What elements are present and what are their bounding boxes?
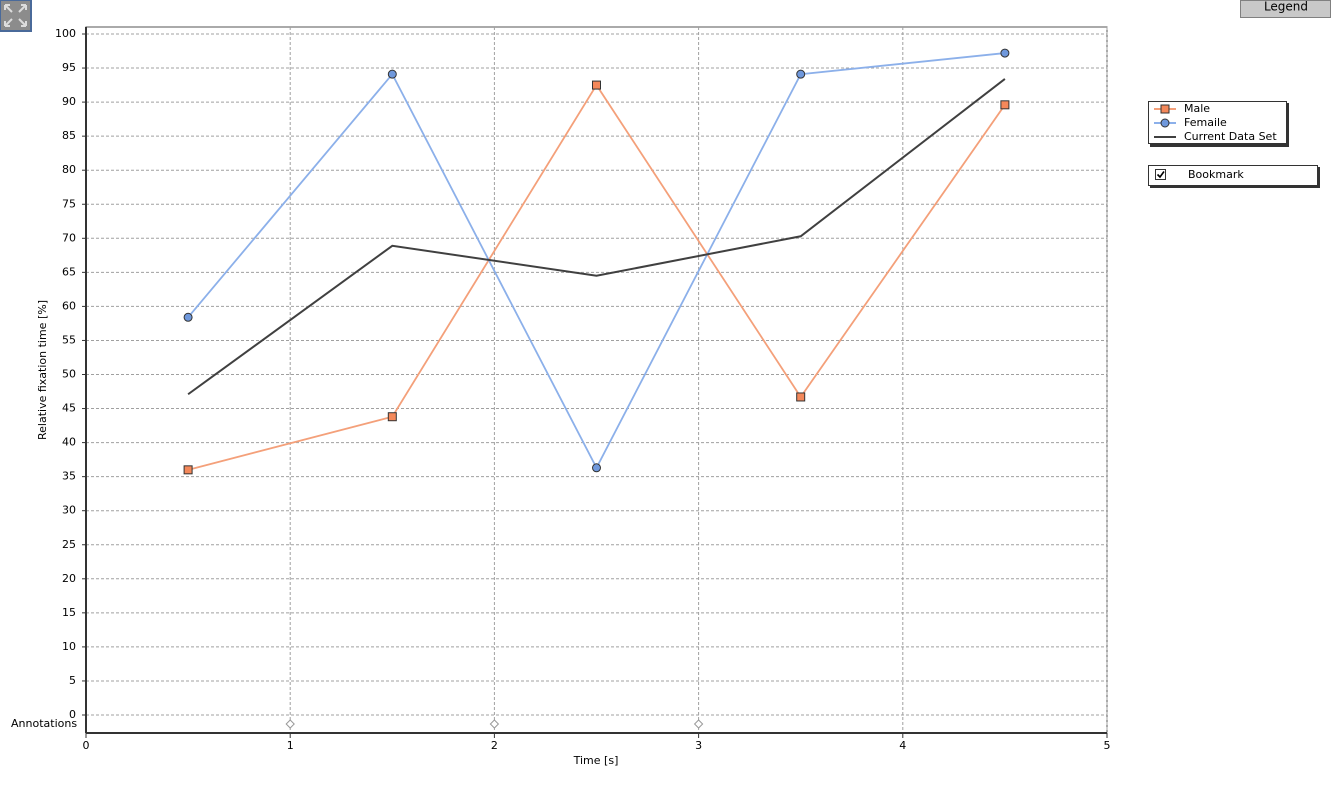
y-tick-label: 35 bbox=[62, 470, 76, 483]
plot-frame bbox=[85, 26, 1108, 734]
legend-label: Male bbox=[1184, 102, 1210, 115]
y-tick-label: 70 bbox=[62, 231, 76, 244]
fullscreen-icon bbox=[4, 4, 27, 27]
marker bbox=[387, 412, 397, 422]
fullscreen-icon-bg bbox=[0, 0, 32, 32]
plot bbox=[85, 27, 1108, 733]
x-tick-label: 5 bbox=[1104, 739, 1111, 752]
x-tick-label: 1 bbox=[287, 739, 294, 752]
marker bbox=[796, 392, 806, 402]
y-tick-label: 60 bbox=[62, 299, 76, 312]
bookmark-box[interactable]: Bookmark bbox=[1148, 165, 1321, 189]
y-tick-label: 65 bbox=[62, 265, 76, 278]
x-tick-label: 4 bbox=[899, 739, 906, 752]
legend-label: Femaile bbox=[1184, 116, 1227, 129]
legend-button-label: Legend bbox=[1264, 0, 1308, 14]
fullscreen-button[interactable] bbox=[0, 0, 32, 32]
marker bbox=[1000, 48, 1010, 58]
y-tick-label: 40 bbox=[62, 436, 76, 449]
bookmark-bg bbox=[1148, 165, 1318, 186]
y-tick-label: 0 bbox=[69, 708, 76, 721]
legend-marker bbox=[1160, 104, 1170, 114]
y-tick-label: 5 bbox=[69, 674, 76, 687]
annotation-marker bbox=[693, 719, 704, 729]
y-tick-label: 45 bbox=[62, 402, 76, 415]
x-axis-label: Time [s] bbox=[573, 754, 619, 767]
y-axis-label: Relative fixation time [%] bbox=[36, 300, 49, 440]
y-tick-label: 90 bbox=[62, 95, 76, 108]
marker bbox=[592, 80, 601, 90]
y-tick-label: 80 bbox=[62, 163, 76, 176]
annotations-label: Annotations bbox=[11, 717, 77, 730]
y-tick-label: 25 bbox=[62, 538, 76, 551]
marker bbox=[387, 69, 397, 79]
y-tick-label: 75 bbox=[62, 197, 76, 210]
x-tick-label: 3 bbox=[695, 739, 702, 752]
marker bbox=[796, 69, 806, 79]
y-tick-label: 50 bbox=[62, 368, 76, 381]
y-tick-label: 15 bbox=[62, 606, 76, 619]
annotation-marker bbox=[285, 719, 295, 729]
marker bbox=[1000, 100, 1010, 110]
marker bbox=[183, 312, 193, 322]
bookmark-check bbox=[1156, 171, 1165, 179]
series-line bbox=[187, 78, 1006, 396]
y-tick-label: 20 bbox=[62, 572, 76, 585]
bookmark-label: Bookmark bbox=[1188, 168, 1244, 181]
marker bbox=[592, 463, 601, 473]
y-tick-label: 10 bbox=[62, 640, 76, 653]
y-tick-label: 85 bbox=[62, 129, 76, 142]
bookmark-checkbox[interactable] bbox=[1155, 169, 1166, 180]
x-tick-label: 0 bbox=[83, 739, 90, 752]
y-tick-label: 30 bbox=[62, 504, 76, 517]
legend-button[interactable]: Legend bbox=[1240, 0, 1331, 18]
y-tick-label: 55 bbox=[62, 333, 76, 346]
legend-marker bbox=[1160, 118, 1170, 128]
marker bbox=[183, 465, 193, 475]
legend-label: Current Data Set bbox=[1184, 130, 1277, 143]
y-tick-label: 95 bbox=[62, 61, 76, 74]
annotation-marker bbox=[489, 719, 500, 729]
y-tick-label: 100 bbox=[55, 27, 76, 40]
x-tick-label: 2 bbox=[491, 739, 498, 752]
